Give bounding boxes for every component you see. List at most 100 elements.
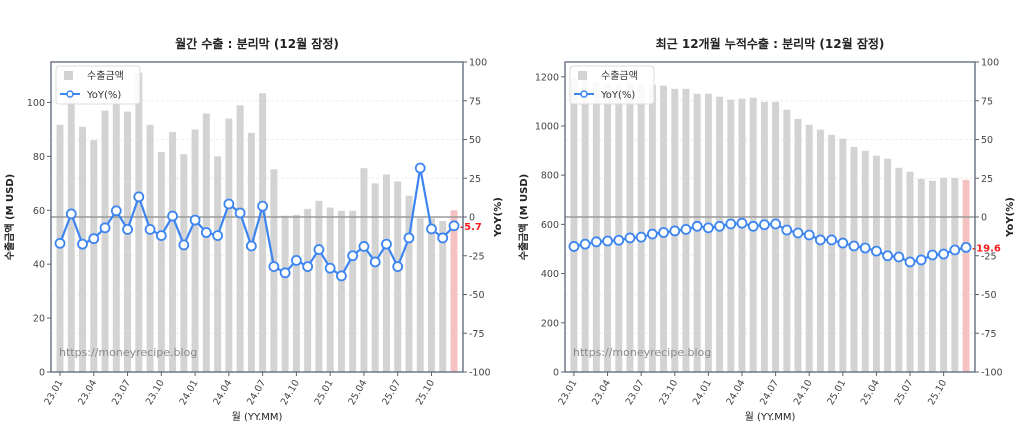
x-tick-label: 25.04 bbox=[346, 378, 369, 407]
export-bar bbox=[371, 183, 379, 372]
x-tick-label: 24.04 bbox=[211, 378, 234, 407]
export-bar bbox=[180, 154, 188, 372]
export-bar bbox=[816, 129, 824, 372]
monthly-export-chart: 월간 수출 : 분리막 (12월 잠정) -5.7 https://moneyrec… bbox=[3, 36, 504, 423]
export-bar bbox=[693, 93, 701, 372]
x-tick-label: 25.01 bbox=[825, 378, 848, 407]
yoy-marker bbox=[613, 234, 625, 246]
yoy-marker bbox=[871, 245, 882, 257]
export-bar bbox=[738, 98, 746, 373]
x-tick-label: 24.04 bbox=[724, 378, 747, 407]
y-tick-label: 0 bbox=[553, 368, 559, 379]
yoy-marker bbox=[927, 249, 938, 261]
y-tick-label: 1200 bbox=[535, 72, 559, 83]
export-bar bbox=[157, 152, 165, 372]
yoy-marker bbox=[646, 228, 658, 240]
export-bar bbox=[146, 124, 154, 373]
export-bar bbox=[570, 77, 578, 372]
export-bar bbox=[360, 168, 368, 372]
yoy-marker bbox=[369, 256, 381, 268]
y-right-tick-label: 75 bbox=[469, 96, 481, 107]
yoy-marker bbox=[848, 240, 860, 252]
yoy-marker bbox=[54, 237, 66, 249]
x-tick-label: 25.07 bbox=[380, 378, 403, 407]
yoy-marker bbox=[245, 240, 257, 252]
x-tick-label: 23.07 bbox=[110, 378, 133, 407]
yoy-marker bbox=[144, 223, 156, 235]
yoy-marker bbox=[65, 208, 77, 220]
y-right-axis-label: YoY(%) bbox=[1005, 197, 1016, 238]
export-bar bbox=[90, 140, 98, 372]
x-tick-label: 25.01 bbox=[313, 378, 336, 407]
yoy-marker bbox=[392, 261, 404, 273]
export-bar bbox=[202, 113, 210, 373]
x-tick-label: 25.10 bbox=[414, 378, 437, 407]
yoy-marker bbox=[336, 270, 347, 282]
y-axis-label: 수출금액 (M USD) bbox=[517, 174, 530, 260]
legend-label-yoy: YoY(%) bbox=[86, 90, 121, 101]
export-bar bbox=[191, 129, 199, 372]
export-bar bbox=[772, 101, 780, 372]
yoy-marker bbox=[347, 250, 359, 262]
export-bar bbox=[247, 132, 255, 372]
export-bar bbox=[716, 96, 724, 372]
x-tick-label: 23.07 bbox=[624, 378, 647, 407]
export-bar bbox=[315, 200, 323, 372]
yoy-marker bbox=[669, 225, 681, 237]
yoy-marker bbox=[155, 230, 167, 242]
yoy-marker bbox=[426, 223, 437, 235]
x-tick-label: 24.01 bbox=[691, 378, 714, 407]
export-bar bbox=[450, 210, 458, 372]
y-tick-label: 80 bbox=[33, 152, 45, 163]
yoy-marker bbox=[77, 238, 88, 250]
export-bar bbox=[281, 215, 289, 372]
y-right-tick-label: 50 bbox=[469, 135, 481, 146]
yoy-marker bbox=[691, 220, 703, 232]
last-yoy-annotation: -5.7 bbox=[460, 222, 482, 233]
yoy-marker bbox=[635, 231, 647, 243]
y-right-tick-label: -50 bbox=[469, 290, 485, 301]
yoy-marker bbox=[859, 242, 871, 254]
yoy-marker bbox=[110, 205, 122, 217]
x-axis-label: 월 (YY.MM) bbox=[745, 411, 796, 423]
yoy-marker bbox=[358, 241, 370, 252]
yoy-marker bbox=[268, 261, 280, 273]
yoy-marker bbox=[904, 256, 916, 268]
y-right-tick-label: 0 bbox=[469, 213, 475, 224]
export-bar bbox=[884, 158, 892, 372]
legend-bar-swatch-icon bbox=[64, 71, 73, 80]
export-bar bbox=[382, 174, 390, 372]
export-bar bbox=[394, 181, 402, 372]
y-tick-label: 20 bbox=[33, 314, 45, 325]
export-bar bbox=[727, 99, 735, 373]
x-tick-label: 23.01 bbox=[556, 378, 579, 407]
y-right-tick-label: -25 bbox=[981, 251, 997, 262]
y-right-tick-label: 0 bbox=[981, 213, 987, 224]
export-bar bbox=[917, 178, 925, 372]
chart-title: 월간 수출 : 분리막 (12월 잠정) bbox=[175, 36, 339, 51]
export-bar bbox=[292, 214, 300, 372]
y-right-tick-label: -75 bbox=[469, 329, 485, 340]
y-tick-label: 60 bbox=[33, 206, 45, 217]
x-tick-label: 25.04 bbox=[859, 378, 882, 407]
yoy-marker bbox=[949, 244, 961, 256]
export-bar bbox=[637, 84, 645, 372]
yoy-marker bbox=[290, 254, 302, 266]
watermark: https://moneyrecipe.blog bbox=[59, 346, 197, 359]
export-bar bbox=[861, 150, 869, 372]
yoy-marker bbox=[590, 236, 602, 248]
yoy-marker bbox=[403, 232, 415, 244]
yoy-marker bbox=[602, 235, 613, 247]
yoy-marker bbox=[770, 218, 782, 230]
yoy-marker bbox=[99, 222, 111, 234]
export-bar bbox=[940, 177, 948, 372]
legend: 수출금액 YoY(%) bbox=[55, 65, 141, 105]
x-tick-label: 23.04 bbox=[590, 378, 613, 407]
export-bar bbox=[225, 118, 233, 372]
yoy-marker bbox=[448, 220, 460, 232]
yoy-marker bbox=[815, 234, 826, 246]
y-right-tick-label: 100 bbox=[469, 58, 487, 69]
yoy-marker bbox=[279, 267, 291, 279]
yoy-marker bbox=[122, 223, 133, 235]
export-bar bbox=[581, 80, 589, 372]
